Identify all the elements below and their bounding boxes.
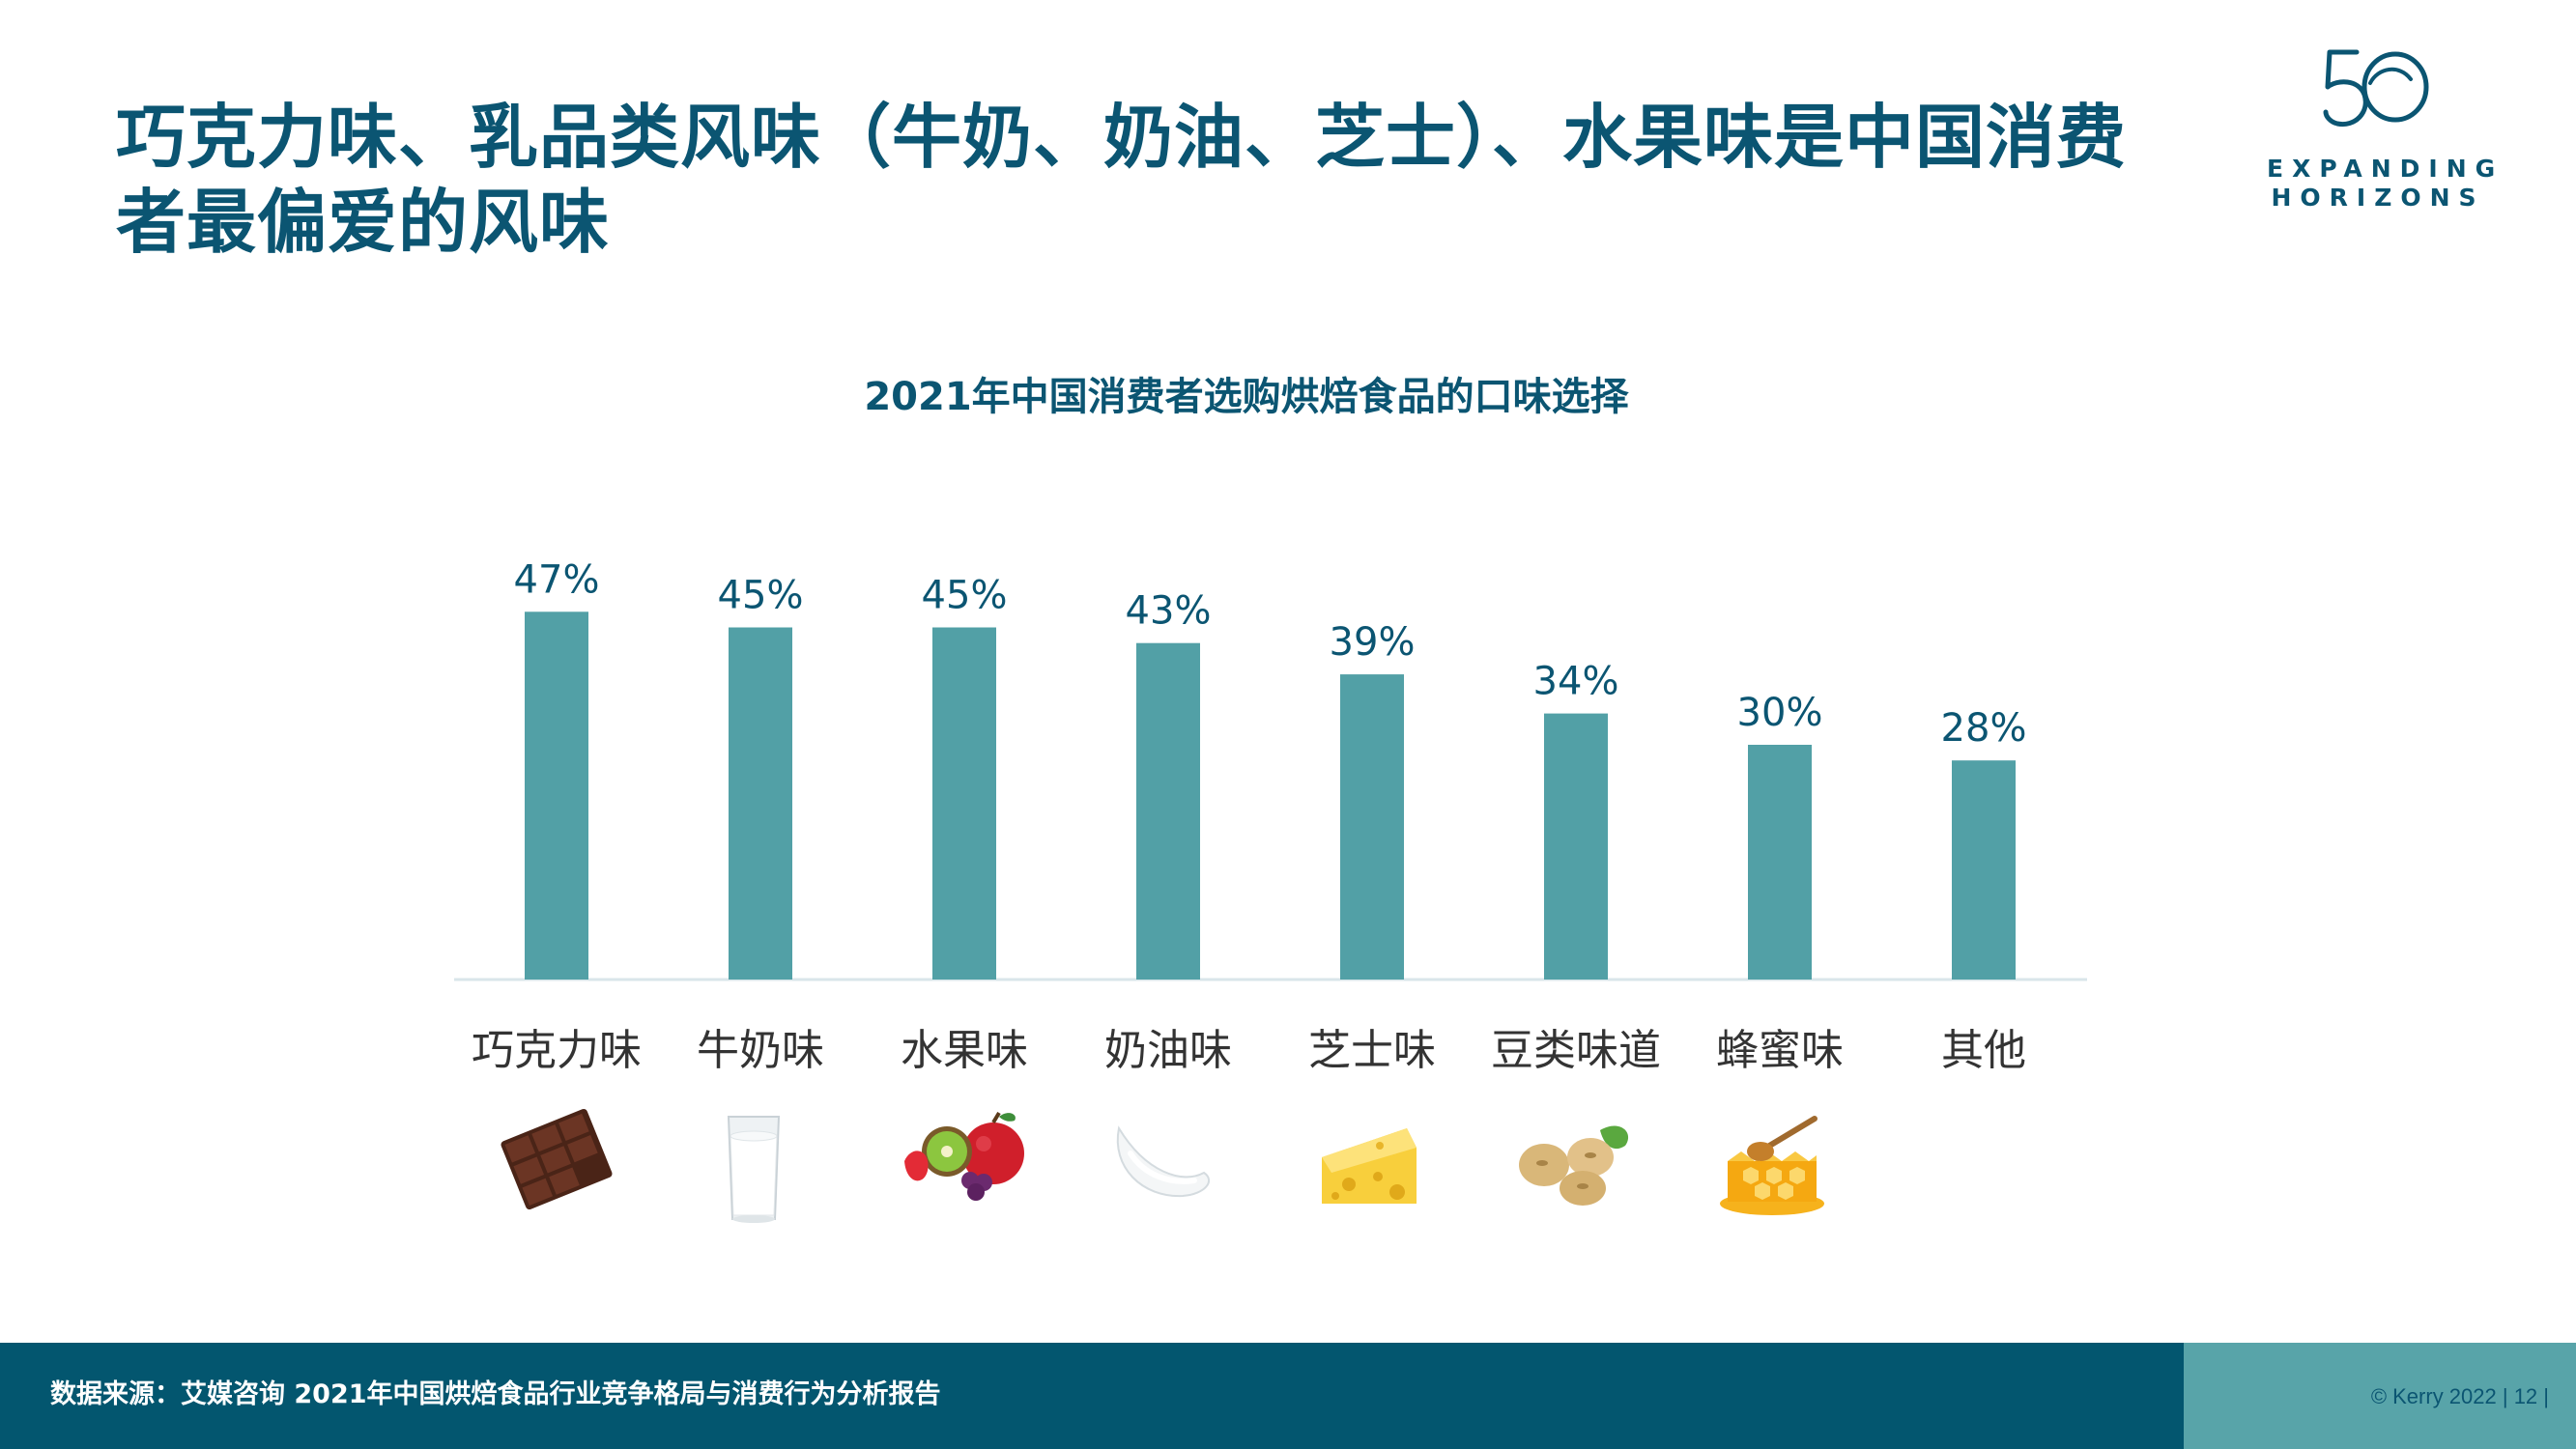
category-label-4: 奶油味 bbox=[1104, 1026, 1232, 1075]
value-label-7: 30% bbox=[1737, 691, 1823, 735]
value-label-8: 28% bbox=[1941, 706, 2027, 751]
footer-bar: 数据来源：艾媒咨询 2021年中国烘焙食品行业竞争格局与消费行为分析报告 bbox=[0, 1343, 2184, 1449]
category-label-6: 豆类味道 bbox=[1491, 1026, 1661, 1075]
fifty-anniversary-icon bbox=[2323, 49, 2429, 128]
bar-5 bbox=[1340, 674, 1404, 980]
bar-6 bbox=[1544, 713, 1608, 980]
fruit-icon bbox=[904, 1111, 1024, 1201]
footer-accent: © Kerry 2022 | 12 | bbox=[2184, 1343, 2576, 1449]
bar-group bbox=[525, 611, 2016, 980]
value-label-3: 45% bbox=[922, 574, 1008, 618]
slide-headline: 巧克力味、乳品类风味（牛奶、奶油、芝士）、水果味是中国消费者最偏爱的风味 bbox=[116, 97, 2128, 263]
soybean-icon bbox=[1519, 1125, 1629, 1206]
chocolate-icon bbox=[501, 1108, 613, 1210]
logo-line-1: EXPANDING bbox=[2267, 155, 2504, 183]
value-label-group: 47% 45% 45% 43% 39% 34% 30% 28% bbox=[514, 557, 2027, 751]
category-label-3: 水果味 bbox=[901, 1026, 1028, 1075]
bar-3 bbox=[932, 627, 996, 980]
category-label-2: 牛奶味 bbox=[697, 1026, 824, 1075]
category-icon-group bbox=[501, 1108, 1824, 1223]
milk-glass-icon bbox=[727, 1116, 781, 1223]
chart-title: 2021年中国消费者选购烘焙食品的口味选择 bbox=[864, 375, 1629, 419]
logo-line-2: HORIZONS bbox=[2271, 184, 2485, 212]
bar-2 bbox=[729, 627, 792, 980]
value-label-6: 34% bbox=[1533, 660, 1619, 704]
cheese-icon bbox=[1322, 1128, 1417, 1204]
logo-wordmark: EXPANDING HORIZONS bbox=[2267, 155, 2504, 213]
value-label-5: 39% bbox=[1330, 620, 1416, 665]
data-source-note: 数据来源：艾媒咨询 2021年中国烘焙食品行业竞争格局与消费行为分析报告 bbox=[50, 1379, 941, 1409]
category-label-5: 芝士味 bbox=[1308, 1026, 1436, 1075]
value-label-4: 43% bbox=[1126, 589, 1212, 634]
bar-8 bbox=[1952, 760, 2016, 980]
value-label-1: 47% bbox=[514, 557, 600, 602]
copyright-page-number: © Kerry 2022 | 12 | bbox=[2370, 1384, 2549, 1408]
category-label-8: 其他 bbox=[1941, 1026, 2026, 1075]
honey-icon bbox=[1720, 1116, 1824, 1215]
brand-logo: EXPANDING HORIZONS bbox=[2267, 44, 2504, 224]
category-label-7: 蜂蜜味 bbox=[1716, 1026, 1844, 1075]
bar-7 bbox=[1748, 745, 1812, 980]
value-label-2: 45% bbox=[718, 574, 804, 618]
category-label-1: 巧克力味 bbox=[472, 1026, 642, 1075]
cream-icon bbox=[1116, 1125, 1210, 1198]
category-label-group: 巧克力味 牛奶味 水果味 奶油味 芝士味 豆类味道 蜂蜜味 其他 bbox=[472, 1026, 2026, 1075]
bar-1 bbox=[525, 611, 588, 980]
bar-4 bbox=[1136, 642, 1200, 980]
